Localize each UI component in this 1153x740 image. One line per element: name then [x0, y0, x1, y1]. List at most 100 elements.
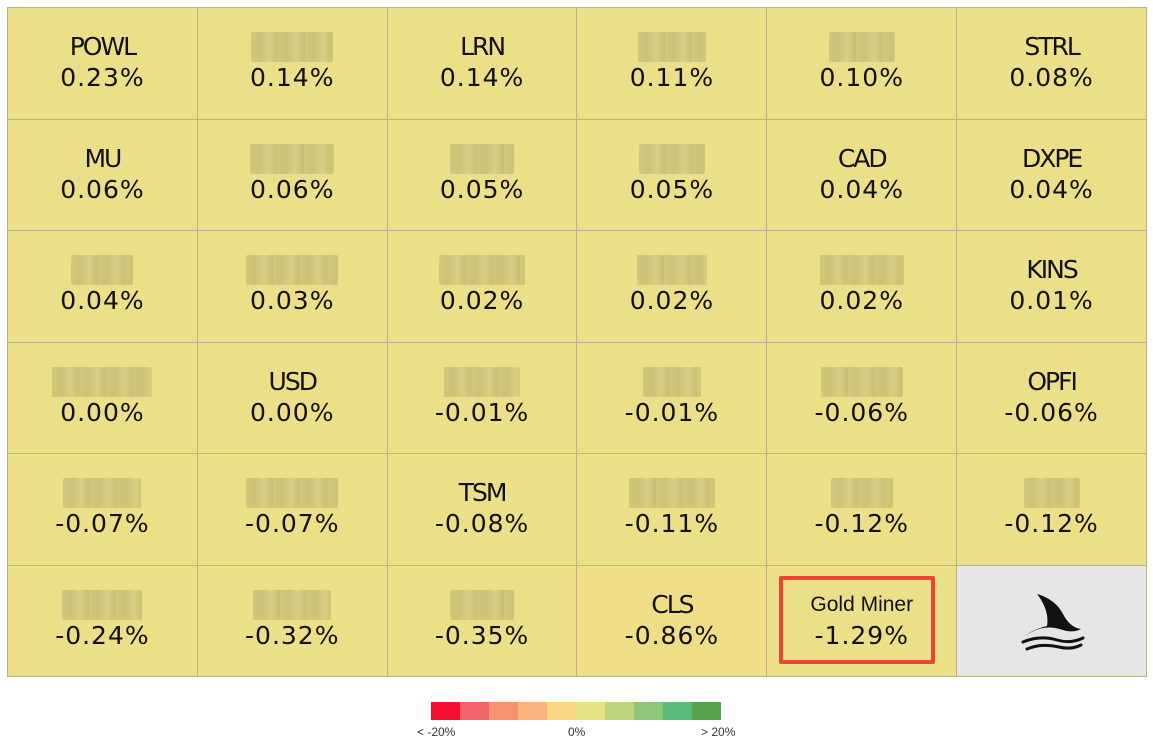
heatmap-tile[interactable]: STRL 0.08%	[957, 8, 1147, 120]
tile-percent-change: -0.08%	[434, 509, 530, 539]
tile-percent-change: 0.06%	[250, 174, 335, 204]
tile-percent-change: 0.02%	[629, 286, 715, 316]
heatmap-tile[interactable]: 0.02%	[387, 231, 578, 343]
tile-percent-change: 0.11%	[629, 63, 715, 93]
redacted-ticker	[63, 478, 142, 509]
tile-percent-change: 0.05%	[629, 174, 715, 204]
tile-percent-change: 0.04%	[819, 174, 904, 204]
redacted-ticker	[450, 589, 515, 620]
heatmap-tile[interactable]: KINS 0.01%	[957, 231, 1147, 343]
redacted-ticker	[628, 478, 715, 509]
heatmap-tile[interactable]: POWL 0.23%	[8, 8, 198, 120]
heatmap-tile[interactable]: -0.35%	[387, 565, 578, 677]
heatmap-tile[interactable]: -0.01%	[387, 342, 578, 454]
tile-ticker: MU	[84, 143, 122, 173]
tile-percent-change: 0.00%	[60, 397, 145, 427]
heatmap-tile[interactable]: MU 0.06%	[8, 119, 198, 231]
heatmap-tile[interactable]: 0.05%	[387, 119, 578, 231]
legend-mid-label: 0%	[568, 725, 586, 739]
tile-ticker: CLS	[651, 589, 694, 619]
redacted-ticker	[830, 478, 893, 509]
color-legend	[431, 702, 721, 720]
tile-ticker: POWL	[69, 32, 137, 62]
heatmap-tile[interactable]: 0.04%	[8, 231, 198, 343]
tile-percent-change: 0.02%	[439, 286, 525, 316]
redacted-ticker	[636, 255, 707, 286]
legend-swatch	[518, 702, 547, 720]
heatmap-tile[interactable]: TSM -0.08%	[387, 454, 578, 566]
heatmap-tile[interactable]: 0.14%	[197, 8, 388, 120]
heatmap-tile[interactable]: CLS -0.86%	[577, 565, 768, 677]
redacted-ticker	[820, 366, 903, 397]
heatmap-tile[interactable]: 0.03%	[197, 231, 388, 343]
legend-swatch	[576, 702, 605, 720]
legend-swatch	[431, 702, 460, 720]
legend-swatch	[547, 702, 576, 720]
redacted-ticker	[637, 32, 706, 63]
tile-percent-change: 0.03%	[250, 286, 335, 316]
redacted-ticker	[253, 589, 332, 620]
redacted-ticker	[828, 32, 895, 63]
shark-fin-icon	[1021, 593, 1085, 651]
heatmap-tile[interactable]: 0.10%	[767, 8, 958, 120]
tile-ticker: STRL	[1024, 32, 1080, 62]
redacted-ticker	[450, 143, 515, 174]
tile-percent-change: 0.01%	[1009, 286, 1094, 316]
heatmap-tile[interactable]: -0.07%	[197, 454, 388, 566]
heatmap-tile[interactable]: -0.01%	[577, 342, 768, 454]
heatmap-tile[interactable]: 0.02%	[577, 231, 768, 343]
heatmap-tile[interactable]: -0.06%	[767, 342, 958, 454]
tile-percent-change: -0.01%	[434, 397, 530, 427]
tile-percent-change: -0.01%	[624, 397, 720, 427]
heatmap-tile[interactable]: 0.00%	[8, 342, 198, 454]
tile-percent-change: -0.07%	[55, 509, 150, 539]
heatmap-tile[interactable]: 0.02%	[767, 231, 958, 343]
heatmap-tile[interactable]: OPFI -0.06%	[957, 342, 1147, 454]
tile-percent-change: -0.24%	[55, 620, 150, 650]
heatmap-tile[interactable]: CAD 0.04%	[767, 119, 958, 231]
heatmap-tile[interactable]: 0.11%	[577, 8, 768, 120]
tile-percent-change: -0.12%	[814, 509, 909, 539]
heatmap-tile[interactable]: -0.11%	[577, 454, 768, 566]
heatmap-tile[interactable]: -0.07%	[8, 454, 198, 566]
tile-ticker: KINS	[1026, 255, 1078, 285]
tile-percent-change: 0.04%	[60, 286, 145, 316]
redacted-ticker	[444, 366, 521, 397]
tile-ticker: CAD	[837, 143, 888, 173]
redacted-ticker	[246, 255, 339, 286]
heatmap-tile[interactable]: -0.32%	[197, 565, 388, 677]
heatmap-grid: POWL 0.23% 0.14% LRN 0.14% 0.11% 0.10% STRL 0.08…	[7, 7, 1147, 677]
tile-percent-change: 0.02%	[819, 286, 904, 316]
tile-ticker: OPFI	[1027, 366, 1077, 396]
heatmap-tile[interactable]: DXPE 0.04%	[957, 119, 1147, 231]
heatmap-tile[interactable]: -0.12%	[957, 454, 1147, 566]
heatmap-tile[interactable]: -0.12%	[767, 454, 958, 566]
legend-swatch	[663, 702, 692, 720]
legend-right-label: > 20%	[701, 725, 736, 739]
tile-percent-change: 0.23%	[60, 63, 145, 93]
legend-swatch	[460, 702, 489, 720]
redacted-ticker	[638, 143, 705, 174]
heatmap-tile[interactable]: 0.06%	[197, 119, 388, 231]
tile-percent-change: 0.00%	[250, 397, 335, 427]
heatmap-tile[interactable]: USD 0.00%	[197, 342, 388, 454]
tile-label: Gold Miner	[810, 592, 914, 616]
tile-ticker: LRN	[460, 32, 506, 62]
heatmap-tile[interactable]: -0.24%	[8, 565, 198, 677]
tile-percent-change: 0.04%	[1009, 174, 1094, 204]
redacted-ticker	[439, 255, 526, 286]
tile-percent-change: -0.32%	[245, 620, 340, 650]
tile-percent-change: 0.06%	[60, 174, 145, 204]
legend-swatch	[605, 702, 634, 720]
heatmap-tile[interactable]: 0.05%	[577, 119, 768, 231]
legend-swatch	[692, 702, 721, 720]
tile-ticker: USD	[268, 366, 318, 396]
redacted-ticker	[71, 255, 134, 286]
heatmap-tile-gold-miner[interactable]: Gold Miner -1.29%	[767, 565, 958, 677]
redacted-ticker	[250, 143, 335, 174]
redacted-ticker	[52, 366, 153, 397]
heatmap-tile[interactable]: LRN 0.14%	[387, 8, 578, 120]
tile-ticker: DXPE	[1021, 143, 1083, 173]
tile-percent-change: -0.86%	[624, 620, 720, 650]
tile-percent-change: 0.08%	[1009, 63, 1094, 93]
